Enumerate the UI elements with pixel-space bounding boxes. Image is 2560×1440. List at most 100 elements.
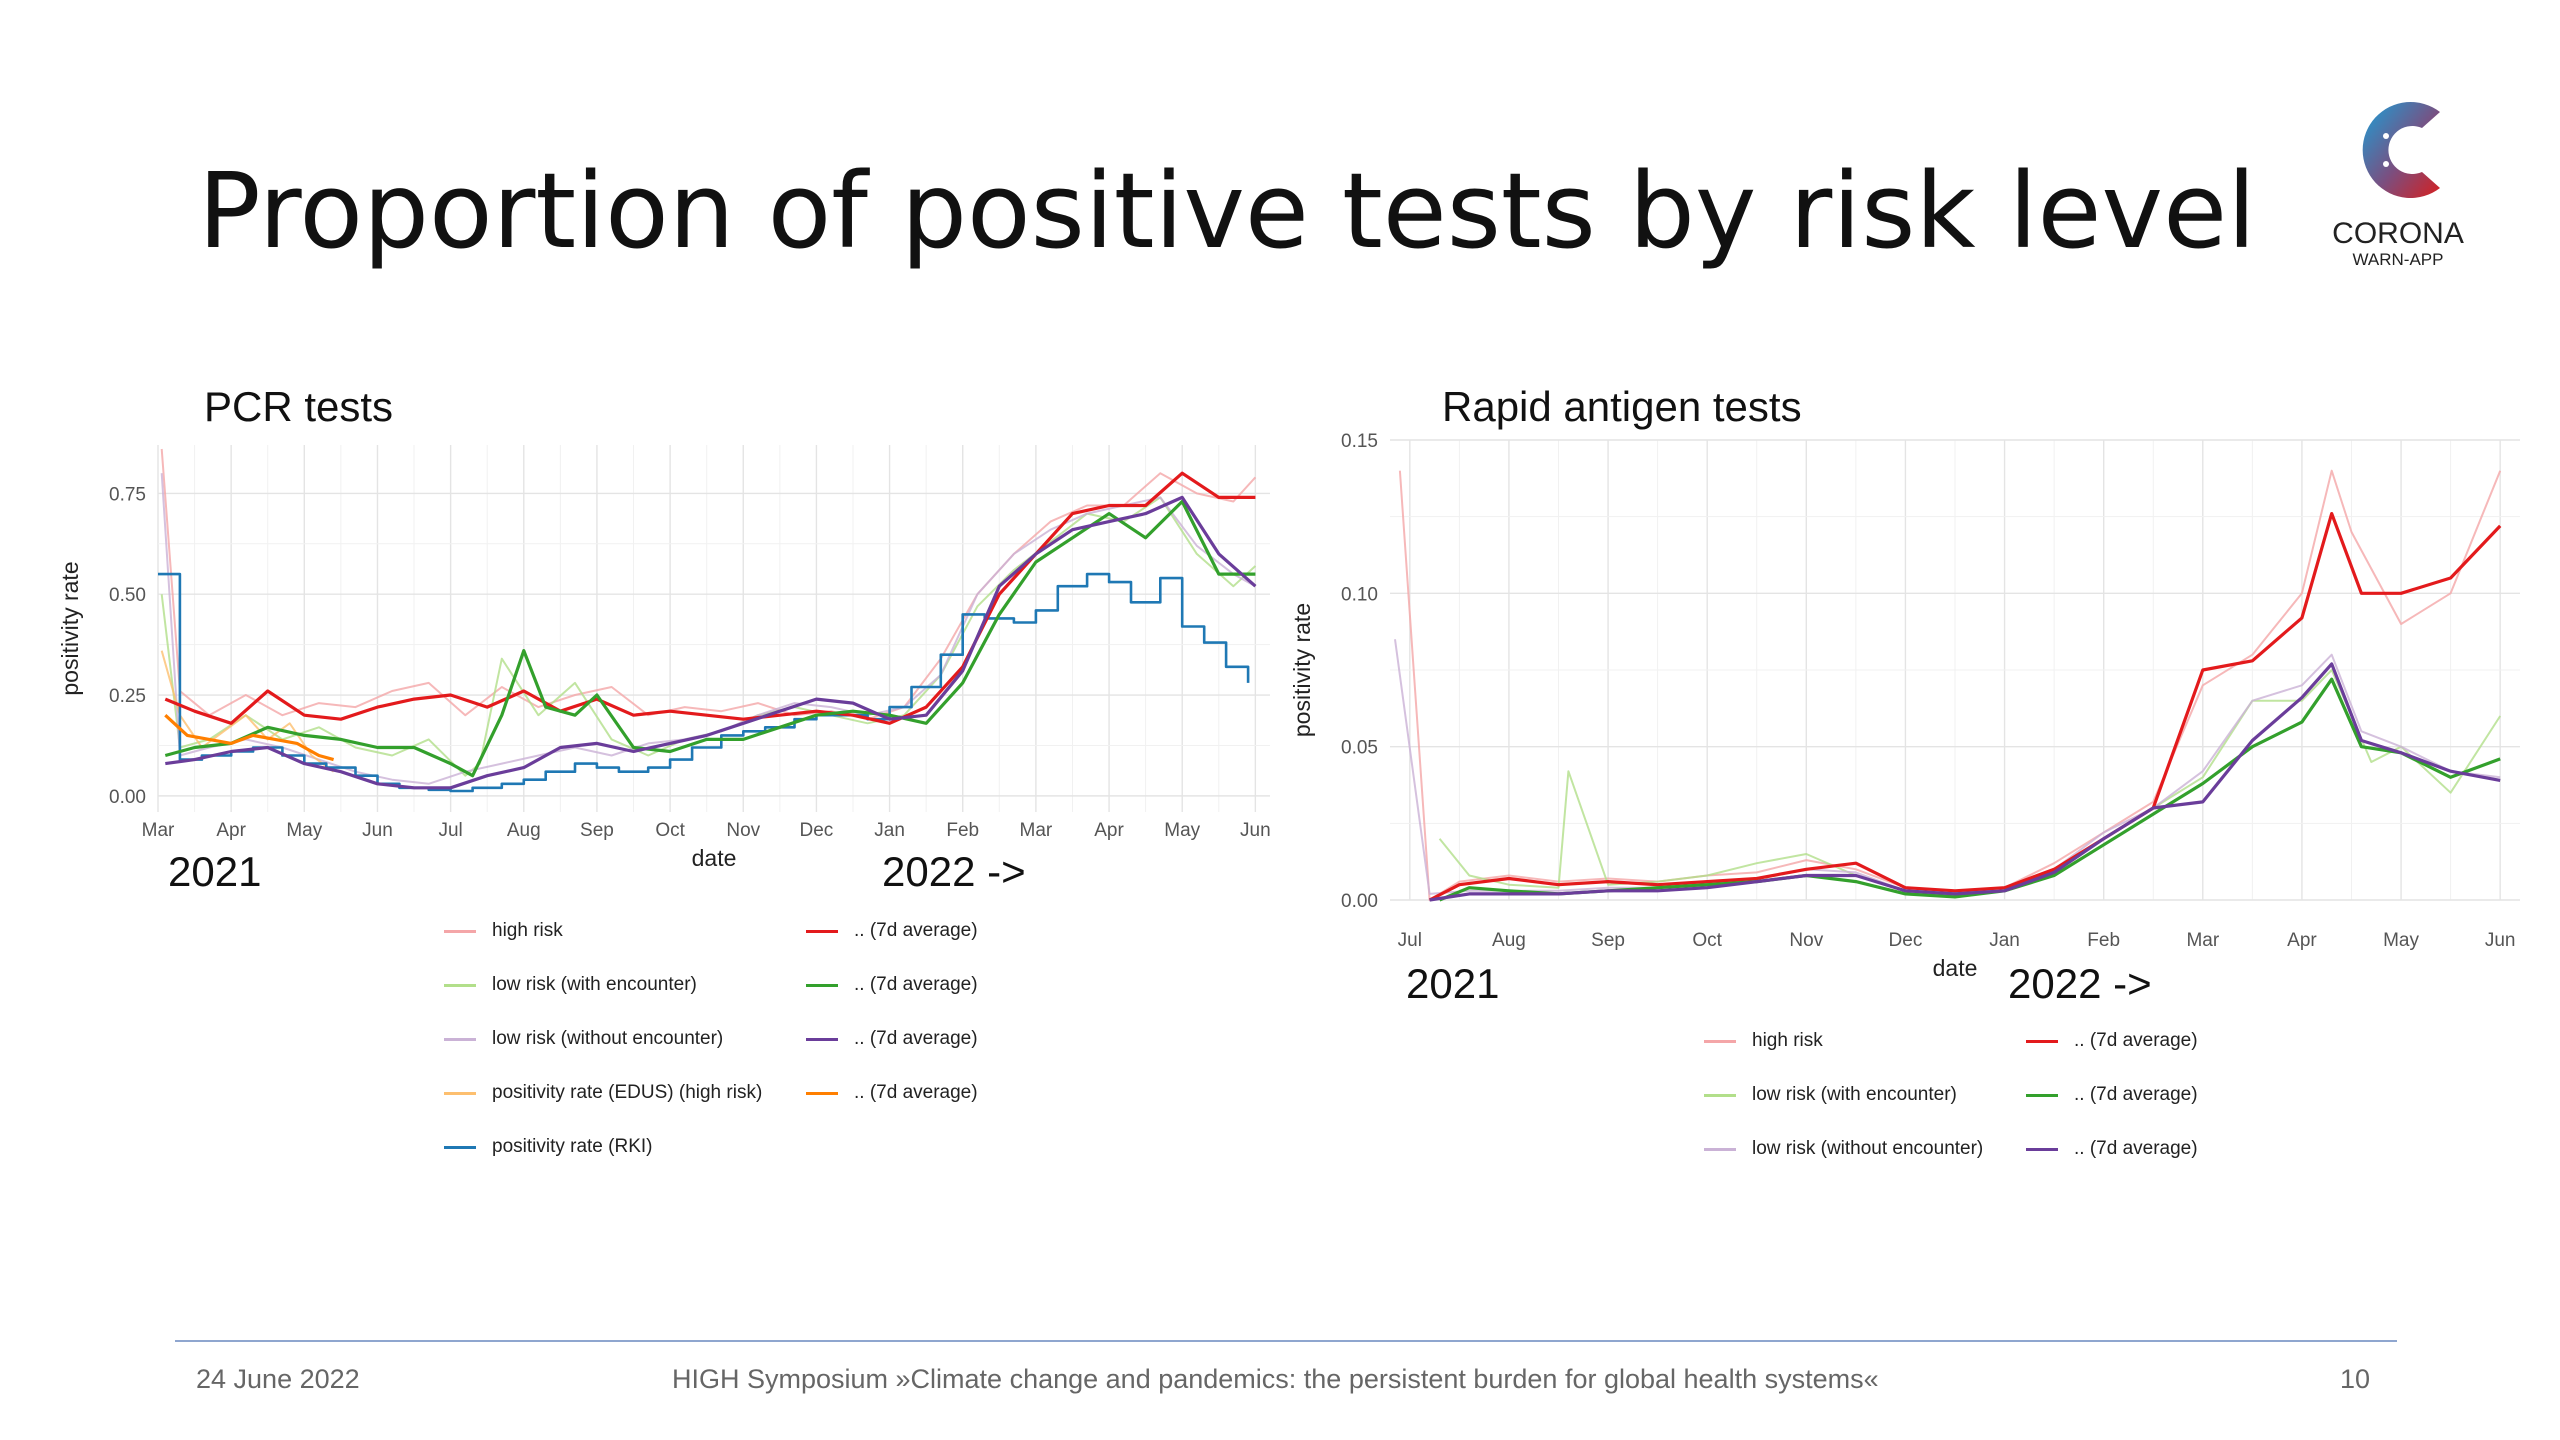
x-tick-label: Aug [1492,930,1526,951]
legend-item: .. (7d average) [806,974,978,996]
x-tick-label: Nov [726,820,760,841]
x-tick-label: Nov [1789,930,1823,951]
y-tick-label: 0.75 [109,484,146,505]
legend-swatch [444,1145,476,1149]
legend-item: .. (7d average) [806,920,978,942]
legend-label: .. (7d average) [2074,1138,2198,1159]
x-tick-label: Oct [1692,930,1722,951]
legend-swatch [2026,1093,2058,1097]
legend-label: .. (7d average) [854,1028,978,1049]
series-line-low_enc_avg [164,499,1256,778]
x-axis-label: date [1933,955,1978,981]
x-tick-label: Sep [1591,930,1625,951]
y-tick-label: 0.25 [109,686,146,707]
x-tick-label: Dec [1889,930,1923,951]
legend-swatch [1704,1093,1736,1097]
y-tick-label: 0.50 [109,585,146,606]
legend-label: high risk [492,920,563,941]
legend-label: .. (7d average) [854,1082,978,1103]
pcr-year-start: 2021 [168,848,262,895]
legend-item: low risk (with encounter) [444,974,697,996]
x-tick-label: May [286,820,322,841]
legend-label: .. (7d average) [854,920,978,941]
footer-divider [175,1340,2397,1342]
legend-item: .. (7d average) [806,1082,978,1104]
legend-item: .. (7d average) [2026,1030,2198,1052]
logo-name: CORONA [2332,217,2464,250]
x-tick-label: Jan [1989,930,2020,951]
legend-label: .. (7d average) [854,974,978,995]
x-tick-label: Feb [2087,930,2120,951]
x-tick-label: Jul [438,820,462,841]
x-tick-label: May [2383,930,2419,951]
legend-item: low risk (without encounter) [444,1028,723,1050]
x-tick-label: Mar [142,820,175,841]
x-tick-label: Mar [2186,930,2219,951]
footer-event: HIGH Symposium »Climate change and pande… [672,1364,1879,1394]
legend-swatch [1704,1039,1736,1043]
legend-label: .. (7d average) [2074,1084,2198,1105]
legend-swatch [806,983,838,987]
footer-page-number: 10 [2340,1364,2371,1394]
legend-swatch [444,983,476,987]
series-line-low_enc_avg [1438,677,2501,902]
series-line-low_noenc_avg [1429,662,2501,902]
legend-label: positivity rate (EDUS) (high risk) [492,1082,763,1103]
x-tick-label: Jun [2485,930,2516,951]
x-tick-label: May [1164,820,1200,841]
rat-chart: Jul Aug Sep Oct Nov Dec Jan Feb Mar Apr May Jun 0.00… [1289,431,2520,981]
y-tick-label: 0.15 [1341,431,1378,452]
legend-item: .. (7d average) [806,1028,978,1050]
legend-label: low risk (without encounter) [1752,1138,1984,1159]
legend-swatch [2026,1147,2058,1151]
legend-item: low risk (with encounter) [1704,1084,1957,1106]
legend-swatch [806,929,838,933]
legend-label: high risk [1752,1030,1823,1051]
x-tick-label: Apr [1094,820,1124,841]
x-tick-label: Dec [800,820,834,841]
series-line-high_risk [160,448,1257,721]
legend-item: .. (7d average) [2026,1138,2198,1160]
x-tick-label: Feb [946,820,979,841]
y-axis-label: positivity rate [1289,603,1315,737]
rat-year-start: 2021 [1406,960,1500,1007]
series-line-rki [158,572,1250,793]
legend-item: high risk [444,920,563,942]
x-tick-label: Apr [216,820,246,841]
pcr-chart: Mar Apr May Jun Jul Aug Sep Oct Nov Dec Jan Feb Mar A… [57,445,1271,871]
y-tick-label: 0.05 [1341,738,1378,759]
legend-label: positivity rate (RKI) [492,1136,653,1157]
legend-item: positivity rate (EDUS) (high risk) [444,1082,762,1104]
legend-swatch [2026,1039,2058,1043]
rat-year-end: 2022 -> [2008,960,2152,1007]
series-line-edus [160,650,335,773]
legend-item: low risk (without encounter) [1704,1138,1983,1160]
x-tick-label: Aug [507,820,541,841]
legend-swatch [444,929,476,933]
x-tick-label: Sep [580,820,614,841]
corona-warn-app-logo: CORONA WARN-APP [2310,90,2490,280]
x-tick-label: Jun [362,820,393,841]
series-line-low_noenc_avg [165,495,1257,790]
legend-label: .. (7d average) [2074,1030,2198,1051]
legend-item: positivity rate (RKI) [444,1136,652,1158]
legend-item: high risk [1704,1030,1823,1052]
legend-item: .. (7d average) [2026,1084,2198,1106]
series-line-edus_avg [164,714,335,762]
legend-label: low risk (with encounter) [1752,1084,1957,1105]
series-line-high_risk_avg [164,471,1256,725]
legend-label: low risk (without encounter) [492,1028,724,1049]
y-tick-label: 0.10 [1341,584,1378,605]
x-tick-label: Jul [1398,930,1422,951]
x-axis-label: date [692,845,737,871]
slide-title: Proportion of positive tests by risk lev… [198,150,2256,272]
series-line-high_risk_avg [1428,512,2502,902]
legend-swatch [444,1091,476,1095]
legend-swatch [444,1037,476,1041]
logo-subtitle: WARN-APP [2353,250,2444,269]
pcr-chart-title: PCR tests [204,383,394,430]
x-tick-label: Jun [1240,820,1271,841]
legend-swatch [806,1037,838,1041]
x-tick-label: Apr [2287,930,2317,951]
y-tick-label: 0.00 [109,787,146,808]
